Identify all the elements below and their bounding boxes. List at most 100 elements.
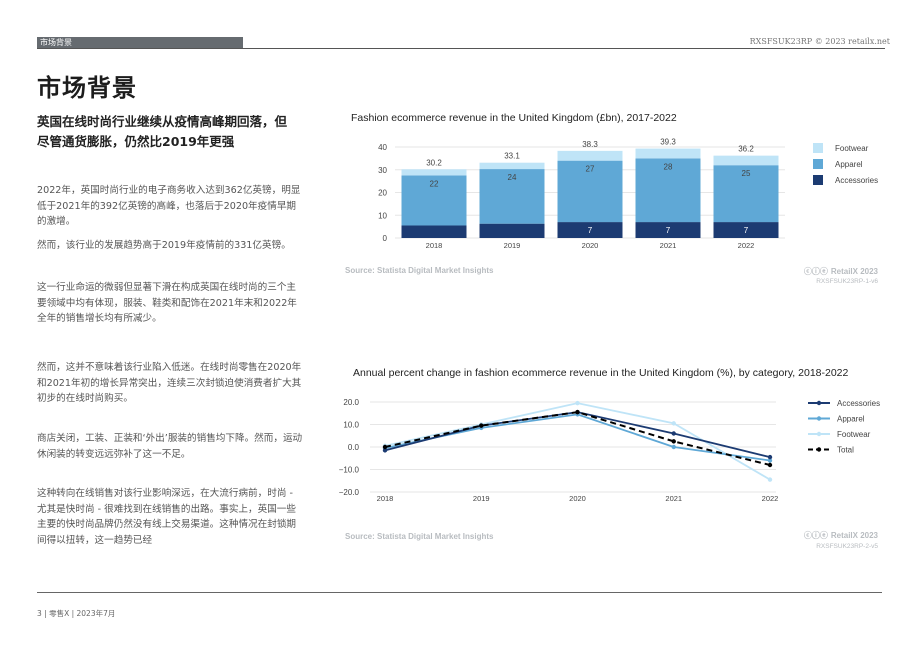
chart2-point-accessories: [671, 431, 676, 436]
chart1-bar-accessories: [713, 222, 779, 238]
chart2-legend-label: Total: [837, 446, 854, 455]
header-doc-id: RXSFSUK23RP © 2023 retailx.net: [749, 37, 890, 46]
chart2-legend-marker: [816, 400, 822, 406]
chart1-bar-apparel: [401, 175, 467, 226]
chart1-bar-accessories: [635, 222, 701, 238]
chart2-point-total: [382, 444, 388, 450]
chart2-point-total: [767, 462, 773, 468]
chart1-title: Fashion ecommerce revenue in the United …: [351, 112, 677, 124]
chart1-bar-accessories: [557, 222, 623, 238]
chart1-bar-accessories: [401, 225, 467, 238]
chart2-legend-marker: [816, 416, 822, 421]
chart1-legend-label: Accessories: [835, 176, 878, 185]
chart1-bar-apparel: [635, 158, 701, 223]
chart1-total-label: 39.3: [660, 138, 676, 147]
chart1-legend-label: Footwear: [835, 144, 869, 153]
chart2-point-footwear: [575, 400, 580, 406]
chart2-ytick: −20.0: [339, 488, 360, 497]
chart1-source: Source: Statista Digital Market Insights: [345, 266, 494, 275]
chart2-point-footwear: [767, 477, 773, 482]
paragraph-5: 商店关闭，工装、正装和‘外出’服装的销售均下降。然而，运动休闲装的转变远远弥补了…: [37, 433, 303, 460]
chart1-legend-swatch: [813, 143, 823, 153]
chart1-xtick: 2022: [738, 241, 755, 250]
chart2-legend-label: Apparel: [837, 415, 865, 424]
chart2-point-total: [575, 409, 580, 415]
chart2-xtick: 2021: [665, 494, 682, 503]
chart2-brand-label: RetailX 2023: [830, 531, 878, 540]
chart1-bar-apparel: [557, 160, 623, 223]
header-section-label: 市场背景: [40, 38, 72, 47]
chart2-title: Annual percent change in fashion ecommer…: [353, 367, 849, 379]
chart2-point-accessories: [767, 454, 773, 460]
chart2-point-accessories: [382, 448, 388, 453]
chart2-xtick: 2019: [473, 494, 490, 503]
chart1-bar-footwear: [479, 162, 545, 170]
paragraph-1: 2022年，英国时尚行业的电子商务收入达到362亿英镑，明显低于2021年的39…: [37, 185, 301, 227]
chart2-point-total: [479, 423, 484, 428]
chart2-line-total: [384, 411, 771, 466]
chart1-total-label: 33.1: [504, 152, 520, 161]
cc-by-nd-icon: ⓒⓘⓔ: [803, 531, 828, 540]
chart2-ytick: 20.0: [343, 398, 359, 407]
chart1-xtick: 2018: [426, 241, 443, 250]
chart1-xtick: 2021: [660, 241, 677, 250]
chart2-legend-marker: [816, 431, 822, 437]
chart2-ytick: 10.0: [343, 421, 359, 430]
chart1-segment-label: 25: [742, 169, 751, 178]
chart1-brand: ⓒⓘⓔ RetailX 2023: [804, 266, 878, 277]
chart2-point-apparel: [671, 444, 676, 450]
page-subtitle: 英国在线时尚行业继续从疫情高峰期回落，但尽管通货膨胀，仍然比2019年更强: [37, 114, 288, 149]
chart1-xtick: 2019: [504, 241, 521, 250]
chart2-xtick: 2020: [569, 494, 586, 503]
chart1-segment-label: 7: [666, 226, 671, 235]
paragraph-6: 这种转向在线销售对该行业影响深远，在大流行病前，时尚 - 尤其是快时尚 - 很难…: [37, 488, 297, 546]
chart2-xtick: 2022: [762, 494, 779, 503]
chart1-segment-label: 24: [508, 173, 517, 182]
paragraph-4: 然而，这并不意味着该行业陷入低迷。在线时尚零售在2020年和2021年初的增长异…: [37, 362, 302, 404]
chart1-bar-accessories: [479, 223, 545, 238]
footer-rule: [37, 592, 882, 593]
chart2-source: Source: Statista Digital Market Insights: [345, 532, 494, 541]
chart1-ytick: 40: [378, 143, 387, 152]
chart1-ytick: 10: [378, 211, 387, 220]
chart1-total-label: 36.2: [738, 145, 754, 154]
chart1-brand-label: RetailX 2023: [830, 267, 878, 276]
chart2-line-apparel: [384, 413, 771, 462]
chart1-ytick: 20: [378, 189, 387, 198]
chart1-total-label: 30.2: [426, 158, 442, 167]
chart2-line: 20.0 10.0 0.0 −10.0 −20.0 2018 2019 2020 2021 202…: [339, 398, 880, 503]
cc-by-nd-icon: ⓒⓘⓔ: [803, 267, 828, 276]
chart1-segment-label: 7: [588, 226, 593, 235]
chart1-ytick: 30: [378, 166, 387, 175]
chart2-xtick: 2018: [377, 494, 394, 503]
chart1-bar-apparel: [479, 169, 545, 224]
chart1-legend-swatch: [813, 159, 823, 169]
page-title: 市场背景: [37, 74, 137, 102]
chart1-legend-label: Apparel: [835, 160, 863, 169]
chart2-point-apparel: [767, 458, 773, 463]
chart2-point-total: [671, 439, 676, 444]
chart1-stacked-bar: 0 10 20 30 40 22 30.2 2018 24 33.1 2019 7 27 38.3 2020…: [378, 138, 878, 250]
paragraph-2: 然而，该行业的发展趋势高于2019年疫情前的331亿英镑。: [37, 240, 291, 251]
chart1-id: RXSFSUK23RP-1-v6: [816, 278, 878, 285]
header-rule: [37, 48, 885, 49]
chart2-legend-label: Accessories: [837, 399, 880, 408]
chart1-xtick: 2020: [582, 241, 599, 250]
chart1-legend-swatch: [813, 175, 823, 185]
footer-text: 3 | 零售X | 2023年7月: [37, 609, 116, 618]
chart2-brand: ⓒⓘⓔ RetailX 2023: [804, 530, 878, 541]
chart2-legend-marker: [816, 447, 822, 452]
chart1-ytick: 0: [383, 234, 388, 243]
header-bar: [37, 37, 243, 49]
chart2-ytick: 0.0: [348, 443, 360, 452]
chart1-total-label: 38.3: [582, 140, 598, 149]
chart1-bar-footwear: [713, 155, 779, 166]
chart1-bar-footwear: [635, 148, 701, 159]
paragraph-3: 这一行业命运的微弱但显著下滑在构成英国在线时尚的三个主要领域中均有体现，服装、鞋…: [37, 282, 297, 324]
chart1-bar-footwear: [557, 150, 623, 161]
chart2-point-footwear: [671, 421, 676, 426]
chart2-ytick: −10.0: [339, 466, 360, 475]
chart1-segment-label: 7: [744, 226, 749, 235]
chart1-segment-label: 27: [586, 165, 595, 174]
chart1-segment-label: 22: [430, 179, 439, 188]
